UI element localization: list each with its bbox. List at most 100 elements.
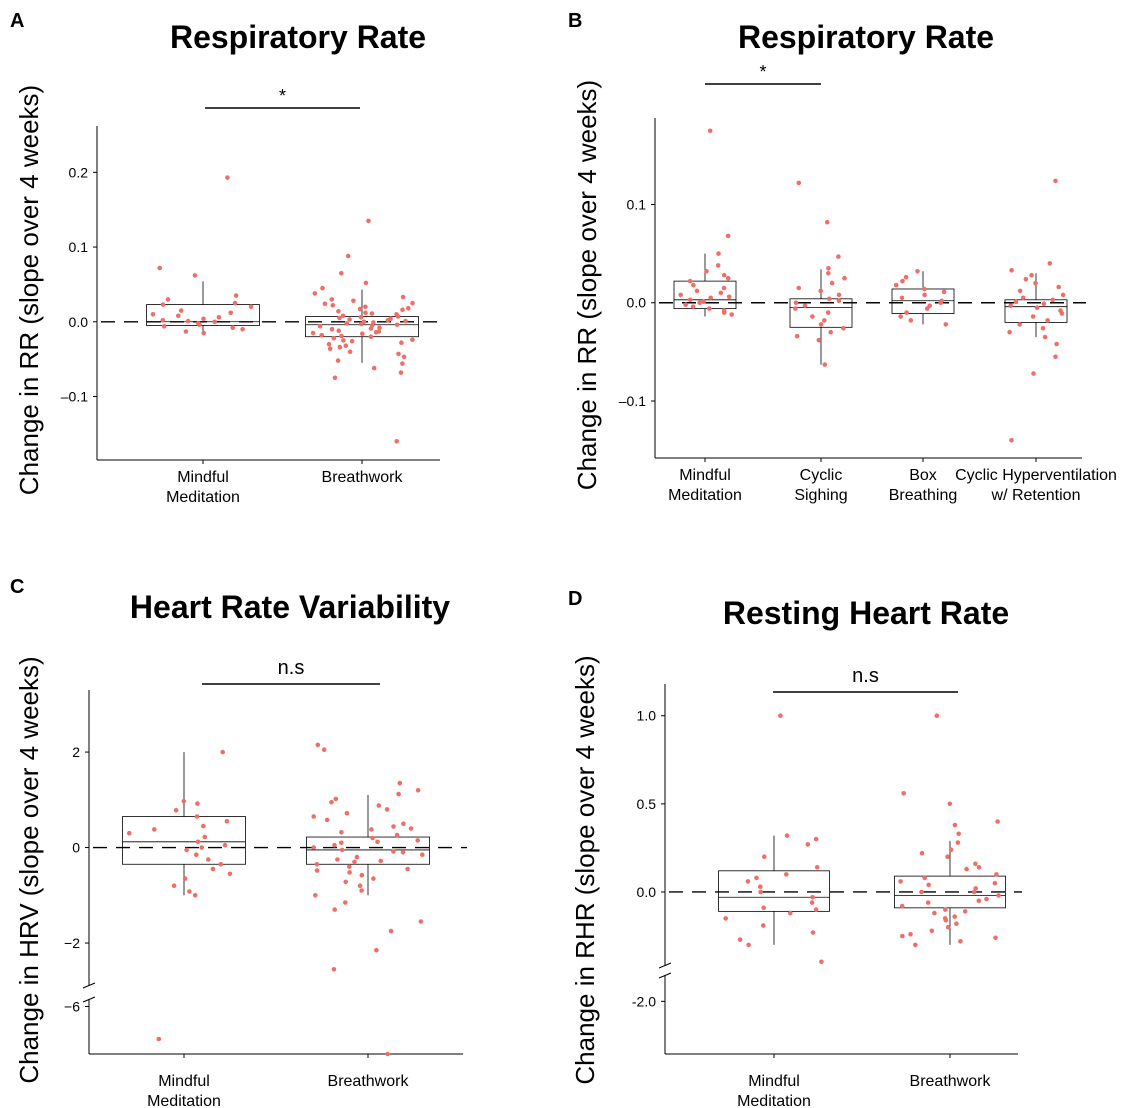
data-point (347, 864, 352, 869)
data-point (228, 310, 233, 316)
data-point (185, 318, 191, 324)
data-point (926, 882, 931, 888)
data-point (1042, 334, 1048, 340)
data-point (1050, 297, 1055, 303)
data-point (339, 830, 344, 835)
data-point (1030, 314, 1036, 319)
data-point (1047, 261, 1053, 266)
data-point (315, 742, 321, 748)
data-point (952, 914, 957, 919)
data-point (818, 288, 823, 294)
significance-label: n.s (852, 665, 879, 687)
data-point (721, 272, 727, 278)
data-point (339, 847, 345, 853)
y-tick-label: 2 (72, 744, 80, 760)
data-point (377, 325, 382, 331)
data-point (385, 1051, 391, 1057)
x-tick-label: Mindful Meditation (147, 1073, 221, 1108)
data-point (913, 942, 918, 948)
data-point (398, 370, 404, 375)
data-point (336, 328, 342, 334)
data-point (329, 799, 334, 805)
x-tick-label: Breathwork (322, 469, 404, 486)
data-point (932, 910, 937, 916)
box (894, 875, 1006, 909)
data-point (363, 304, 368, 310)
data-point (311, 845, 317, 850)
data-point (745, 879, 751, 884)
data-point (809, 900, 815, 905)
data-point (1008, 303, 1013, 309)
x-tick-label: Mindful Meditation (166, 469, 240, 506)
data-point (802, 303, 808, 309)
data-point (178, 308, 184, 313)
data-point (746, 942, 751, 948)
data-point (373, 329, 379, 335)
data-point (725, 275, 731, 281)
data-point (754, 875, 759, 881)
data-point (187, 889, 192, 894)
data-point (337, 344, 343, 350)
chart-title: Resting Heart Rate (723, 595, 1009, 631)
data-point (841, 326, 846, 331)
data-point (691, 282, 696, 288)
data-point (152, 827, 157, 832)
data-point (206, 857, 211, 862)
y-tick-label: 0.0 (637, 884, 657, 900)
x-tick-label: Mindful Meditation (737, 1073, 811, 1108)
panel-c: C Heart Rate Variability Change in HRV (s… (0, 554, 568, 1108)
x-tick-label: Mindful Meditation (668, 467, 742, 504)
data-point (1009, 438, 1014, 443)
data-point (420, 852, 425, 857)
data-point (400, 361, 405, 366)
data-point (945, 924, 951, 930)
data-point (220, 749, 225, 755)
data-point (359, 321, 364, 327)
data-point (369, 827, 374, 832)
data-point (1060, 292, 1066, 298)
axis-break-mark (658, 962, 672, 969)
data-point (948, 847, 954, 852)
chart-a: Respiratory Rate Change in RR (slope over… (14, 19, 444, 506)
chart-c: Heart Rate Variability Change in HRV (slo… (14, 589, 467, 1108)
data-point (333, 796, 339, 802)
data-point (687, 278, 693, 284)
data-point (697, 300, 702, 306)
data-point (371, 365, 377, 371)
data-point (822, 318, 827, 323)
data-point (1045, 318, 1050, 323)
data-point (898, 314, 903, 319)
data-point (796, 180, 802, 186)
data-point (1053, 178, 1058, 184)
data-point (829, 280, 835, 286)
data-point (194, 814, 200, 819)
data-point (368, 334, 374, 340)
data-point (201, 316, 206, 322)
data-point (378, 858, 384, 864)
data-point (225, 175, 230, 180)
data-point (233, 293, 239, 298)
data-point (222, 842, 228, 848)
y-tick-label: 0.2 (69, 164, 89, 180)
panel-letter-b: B (568, 10, 583, 32)
significance-label: n.s (278, 657, 305, 679)
data-point (352, 859, 357, 865)
data-point (216, 315, 222, 320)
data-point (400, 850, 406, 855)
data-point (687, 297, 693, 303)
data-point (335, 358, 341, 363)
data-point (329, 326, 335, 332)
y-tick-label: -2.0 (632, 993, 656, 1009)
data-point (1040, 326, 1046, 331)
data-point (408, 826, 414, 831)
data-point (1007, 329, 1012, 335)
data-point (836, 298, 842, 304)
data-point (400, 307, 405, 313)
data-point (810, 895, 815, 900)
panel-a: A Respiratory Rate Change in RR (slope ov… (0, 0, 568, 554)
data-point (314, 862, 320, 867)
data-point (410, 300, 415, 306)
data-point (818, 322, 824, 327)
data-point (313, 893, 318, 898)
data-point (192, 893, 198, 898)
